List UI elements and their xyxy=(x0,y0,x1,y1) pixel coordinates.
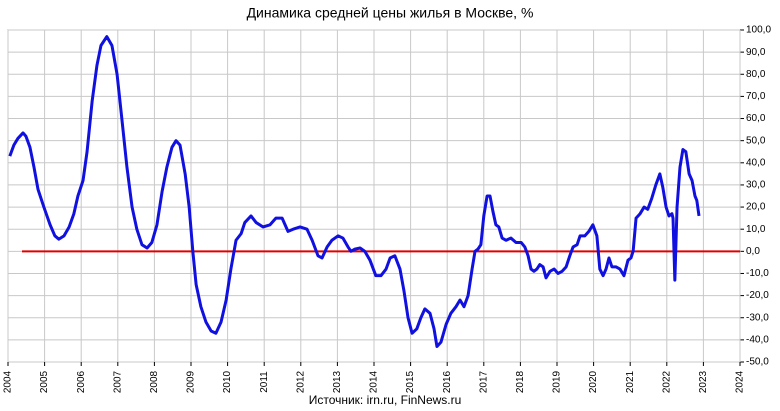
y-tick-label: 0,0 xyxy=(746,246,760,257)
x-tick-label: 2008 xyxy=(149,370,160,393)
y-tick-label: -40,0 xyxy=(746,335,769,346)
x-tick-label: 2004 xyxy=(3,370,14,393)
x-tick-label: 2020 xyxy=(588,370,599,393)
x-tick-label: 2012 xyxy=(295,370,306,393)
y-tick-label: 80,0 xyxy=(746,69,766,80)
chart-title: Динамика средней цены жилья в Москве, % xyxy=(247,5,534,21)
x-tick-label: 2015 xyxy=(405,370,416,393)
x-tick-label: 2021 xyxy=(625,370,636,393)
y-tick-label: -20,0 xyxy=(746,290,769,301)
x-tick-label: 2011 xyxy=(259,371,270,393)
x-tick-label: 2022 xyxy=(661,370,672,393)
y-tick-label: 60,0 xyxy=(746,113,766,124)
x-tick-label: 2023 xyxy=(698,370,709,393)
x-tick-label: 2010 xyxy=(222,370,233,393)
x-tick-label: 2009 xyxy=(186,370,197,393)
source: Источник: irn.ru, FinNews.ru xyxy=(309,393,462,407)
x-tick-label: 2013 xyxy=(332,370,343,393)
y-tick-label: 10,0 xyxy=(746,224,766,235)
data-line xyxy=(8,35,701,349)
y-tick-label: 50,0 xyxy=(746,135,766,146)
y-tick-label: 100,0 xyxy=(746,25,771,36)
x-tick-label: 2014 xyxy=(369,370,380,393)
y-tick-label: 30,0 xyxy=(746,180,766,191)
y-tick-label: 20,0 xyxy=(746,202,766,213)
x-tick-label: 2005 xyxy=(39,370,50,393)
x-tick-label: 2018 xyxy=(515,370,526,393)
y-tick-label: 40,0 xyxy=(746,157,766,168)
x-tick-label: 2006 xyxy=(76,370,87,393)
x-tick-label: 2016 xyxy=(442,370,453,393)
y-tick-label: -50,0 xyxy=(746,357,769,368)
y-tick-label: 70,0 xyxy=(746,91,766,102)
y-tick-label: 90,0 xyxy=(746,47,766,58)
x-tick-label: 2017 xyxy=(478,370,489,393)
x-tick-label: 2019 xyxy=(552,370,563,393)
y-tick-label: -30,0 xyxy=(746,312,769,323)
y-tick-label: -10,0 xyxy=(746,268,769,279)
x-tick-label: 2024 xyxy=(735,370,746,393)
x-tick-label: 2007 xyxy=(112,370,123,393)
